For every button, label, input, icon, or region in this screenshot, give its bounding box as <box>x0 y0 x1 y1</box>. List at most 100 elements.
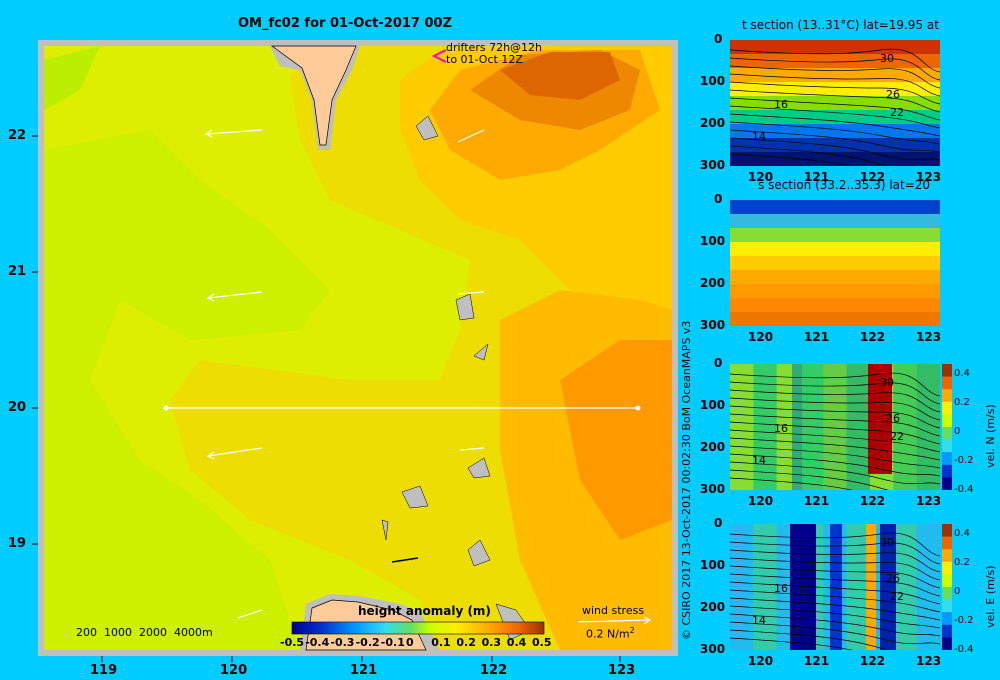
contour-label: 26 <box>886 572 900 585</box>
panel-xtick: 120 <box>748 494 774 508</box>
panel-colorbar-tick: -0.2 <box>954 455 974 466</box>
wind-stress-unit-text: 0.2 N/m <box>586 627 630 641</box>
panel-title: t section (13..31°C) lat=19.95 at <box>742 18 939 32</box>
panel-colorbar-label: vel. N (m/s) <box>984 404 997 468</box>
drifters-note: drifters 72h@12h to 01-Oct 12Z <box>446 42 542 66</box>
panel-ytick: 300 <box>700 318 726 332</box>
contour-label: 22 <box>890 430 904 443</box>
map-xtick: 123 <box>608 663 636 678</box>
panel-plot: 30 26 22 16 14 <box>730 364 940 490</box>
colorbar-tick: 0.4 <box>506 636 527 649</box>
panel-xtick: 121 <box>804 494 830 508</box>
panel-colorbar-tick: 0 <box>954 426 961 437</box>
map-colorbar <box>291 621 545 635</box>
panel-ytick: 100 <box>700 558 726 572</box>
panel-ytick: 200 <box>700 600 726 614</box>
panel-colorbar-label: vel. E (m/s) <box>984 565 997 628</box>
panel-colorbar-tick: -0.2 <box>954 615 974 626</box>
contour-label: 30 <box>880 536 894 549</box>
panel-colorbar-tick: 0.2 <box>954 557 970 568</box>
map-xtick: 121 <box>350 663 378 678</box>
panel-colorbar <box>942 524 952 650</box>
colorbar-tick: -0.2 <box>355 636 380 649</box>
map-xtick: 119 <box>90 663 118 678</box>
contour-label: 26 <box>886 412 900 425</box>
colorbar-tick: -0.4 <box>305 636 330 649</box>
panel-xtick: 122 <box>860 170 886 184</box>
panel-colorbar-tick: -0.4 <box>954 644 974 655</box>
copyright-label: © CSIRO 2017 13-Oct-2017 00:02:30 BoM Oc… <box>680 320 693 640</box>
wind-arrows <box>204 129 652 625</box>
panel-xtick: 123 <box>916 654 942 668</box>
panel-ytick: 100 <box>700 74 726 88</box>
contour-label: 26 <box>886 88 900 101</box>
contour-label: 16 <box>774 422 788 435</box>
colorbar-tick: 0.1 <box>431 636 451 649</box>
panel-ytick: 200 <box>700 116 726 130</box>
panel-ytick: 300 <box>700 642 726 656</box>
colorbar-title: height anomaly (m) <box>358 604 491 618</box>
map-xtick: 122 <box>480 663 508 678</box>
contour-label: 14 <box>752 130 766 143</box>
panel-colorbar-tick: -0.4 <box>954 484 974 495</box>
drifter-marker <box>431 49 447 63</box>
contour-label: 22 <box>890 106 904 119</box>
panel-xtick: 120 <box>748 330 774 344</box>
panel-title: s section (33.2..35.3) lat=20 <box>758 178 931 192</box>
colorbar-ticks: -0.5 -0.4 -0.3 -0.2 -0.1 0 0.1 0.2 0.3 0.4 0.5 <box>280 636 560 652</box>
panel-colorbar-tick: 0.2 <box>954 397 970 408</box>
panel-plot: 30 26 22 16 14 <box>730 40 940 166</box>
panel-ytick: 100 <box>700 398 726 412</box>
panel-ytick: 0 <box>714 32 723 46</box>
chart-title: OM_fc02 for 01-Oct-2017 00Z <box>237 16 453 31</box>
contour-label: 14 <box>752 454 766 467</box>
map-ytick: 20 <box>8 400 27 415</box>
panel-colorbar-tick: 0.4 <box>954 368 970 379</box>
panel-colorbar-tick: 0.4 <box>954 528 970 539</box>
panel-plot: 30 26 22 16 14 <box>730 524 940 650</box>
panel-xtick: 120 <box>748 654 774 668</box>
contour-label: 30 <box>880 52 894 65</box>
colorbar-tick: 0.2 <box>456 636 476 649</box>
colorbar-tick: 0.3 <box>481 636 502 649</box>
panel-xtick: 121 <box>804 330 830 344</box>
colorbar-tick: -0.5 <box>280 636 305 649</box>
panel-xtick: 120 <box>748 170 774 184</box>
wind-stress-label: wind stress <box>582 604 645 617</box>
contour-label: 30 <box>880 376 894 389</box>
panel-xtick: 122 <box>860 330 886 344</box>
panel-plot <box>730 200 940 326</box>
wind-stress-unit: 0.2 N/m2 <box>586 626 635 641</box>
panel-xtick: 123 <box>916 494 942 508</box>
panel-ytick: 0 <box>714 516 723 530</box>
drifters-line-2: to 01-Oct 12Z <box>446 53 523 66</box>
panel-ytick: 200 <box>700 440 726 454</box>
contour-label: 22 <box>890 590 904 603</box>
map-ytick: 19 <box>8 536 27 551</box>
panel-ytick: 300 <box>700 158 726 172</box>
map-xtick: 120 <box>220 663 248 678</box>
map-ytick: 22 <box>8 128 27 143</box>
panel-xtick: 123 <box>916 170 942 184</box>
contour-label: 16 <box>774 98 788 111</box>
panel-ytick: 200 <box>700 276 726 290</box>
panel-ytick: 0 <box>714 192 723 206</box>
panel-colorbar <box>942 364 952 490</box>
panel-xtick: 122 <box>860 654 886 668</box>
panel-ytick: 300 <box>700 482 726 496</box>
panel-ytick: 0 <box>714 356 723 370</box>
colorbar-tick: 0 <box>406 636 414 649</box>
wind-stress-sup: 2 <box>629 626 635 635</box>
panel-colorbar-tick: 0 <box>954 586 961 597</box>
contour-label: 14 <box>752 614 766 627</box>
drifters-line-1: drifters 72h@12h <box>446 41 543 54</box>
colorbar-tick: 0.5 <box>532 636 552 649</box>
map-ytick: 21 <box>8 264 27 279</box>
panel-xtick: 121 <box>804 170 830 184</box>
panel-ytick: 100 <box>700 234 726 248</box>
colorbar-tick: -0.3 <box>330 636 355 649</box>
panel-xtick: 121 <box>804 654 830 668</box>
contour-label: 16 <box>774 582 788 595</box>
colorbar-tick: -0.1 <box>380 636 405 649</box>
